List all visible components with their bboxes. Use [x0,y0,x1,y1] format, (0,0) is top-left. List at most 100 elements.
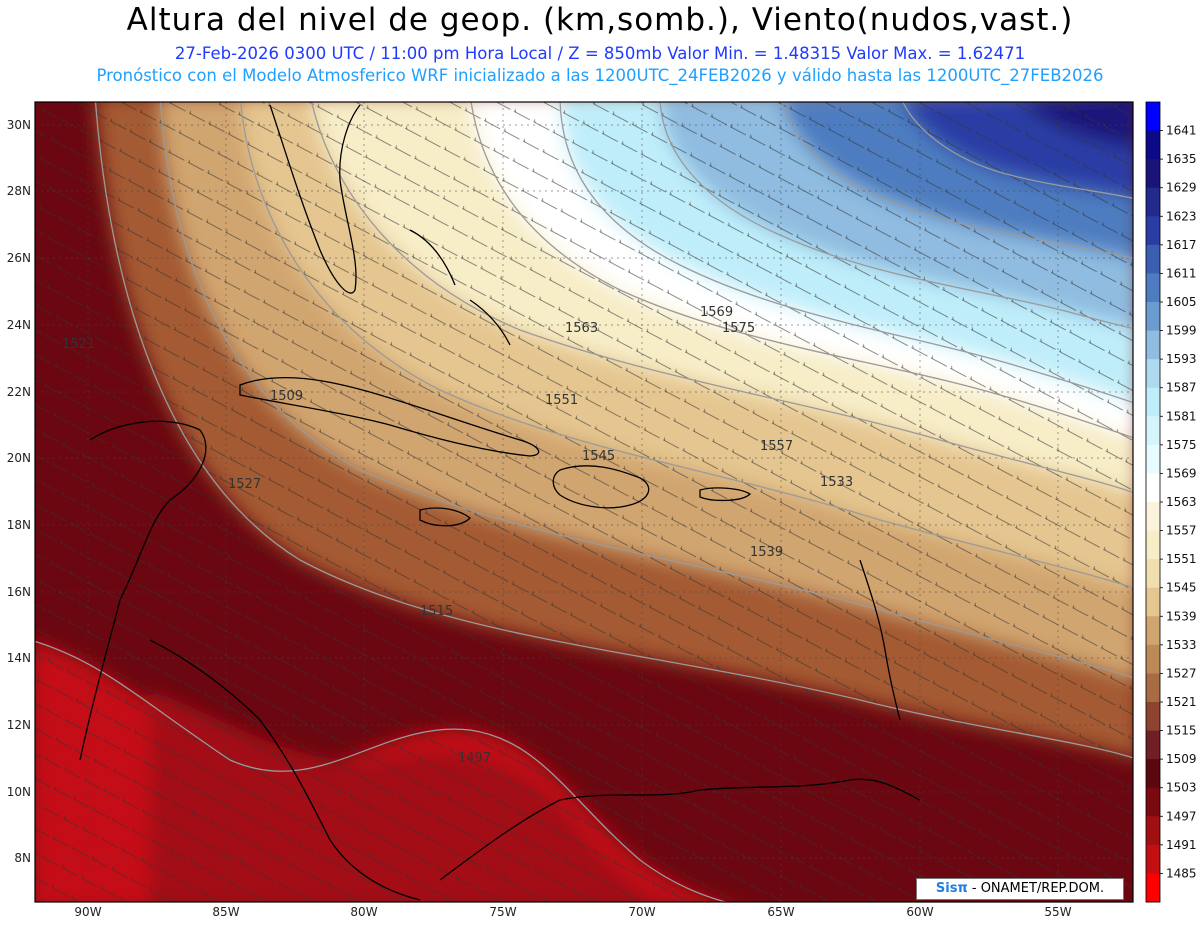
colorbar-label: 1587 [1166,381,1197,395]
colorbar-label: 1581 [1166,409,1197,423]
contour-label-1539: 1539 [750,545,783,560]
colorbar-label: 1509 [1166,752,1197,766]
colorbar-swatch [1146,702,1160,732]
colorbar-swatch [1146,587,1160,617]
contour-label-1575: 1575 [722,321,755,336]
lon-label: 80W [350,905,377,919]
colorbar-swatch [1146,673,1160,703]
colorbar-swatch [1146,530,1160,560]
colorbar-swatch [1146,159,1160,189]
colorbar-label: 1563 [1166,495,1197,509]
contour-label-1527: 1527 [228,477,261,492]
colorbar-label: 1629 [1166,181,1197,195]
lon-label: 60W [906,905,933,919]
coast-central-america [149,639,421,901]
lat-label: 30N [7,118,31,132]
lat-label: 10N [7,785,31,799]
colorbar-label: 1599 [1166,324,1197,338]
lat-label: 12N [7,718,31,732]
colorbar-label: 1503 [1166,781,1197,795]
colorbar-label: 1485 [1166,866,1197,880]
lon-label: 90W [74,905,101,919]
colorbar-label: 1527 [1166,666,1197,680]
colorbar-label: 1497 [1166,809,1197,823]
latitude-labels: 30N 28N 26N 24N 22N 20N 18N 16N 14N 12N … [7,118,31,865]
colorbar-label: 1521 [1166,695,1197,709]
map-subtitle-time: 27-Feb-2026 0300 UTC / 11:00 pm Hora Loc… [174,44,1026,63]
contour-label-1563: 1563 [565,321,598,336]
colorbar-label: 1539 [1166,609,1197,623]
coastlines [79,104,921,901]
colorbar-swatch [1146,302,1160,332]
colorbar-swatch [1146,387,1160,417]
colorbar-label: 1575 [1166,438,1197,452]
colorbar-swatch [1146,273,1160,303]
colorbar-label: 1491 [1166,838,1197,852]
lon-label: 75W [489,905,516,919]
colorbar-swatch [1146,844,1160,874]
colorbar-swatch [1146,787,1160,817]
lon-label: 70W [628,905,655,919]
colorbar-swatch [1146,873,1160,903]
colorbar-swatch [1146,559,1160,589]
colorbar-swatch [1146,616,1160,646]
colorbar-label: 1533 [1166,638,1197,652]
colorbar-swatch [1146,359,1160,389]
colorbar-label: 1593 [1166,352,1197,366]
coast-yucatan [79,420,207,761]
colorbar-swatch [1146,102,1160,132]
contour-label-1557: 1557 [760,439,793,454]
wind-barbs [35,102,1133,902]
map-frame [34,101,1134,903]
contour-label-1521: 1521 [62,337,95,352]
lat-label: 14N [7,651,31,665]
colorbar-label: 1551 [1166,552,1197,566]
map-field [35,102,1133,902]
colorbar-swatch [1146,416,1160,446]
contour-label-1545: 1545 [582,449,615,464]
colorbar-label: 1557 [1166,524,1197,538]
colorbar-swatch [1146,759,1160,789]
coast-cuba [239,376,540,457]
map-title: Altura del nivel de geop. (km,somb.), Vi… [126,2,1074,38]
sispi-logo: Sisπ [935,881,968,896]
contour-label-1497: 1497 [458,751,491,766]
colorbar-label: 1545 [1166,581,1197,595]
colorbar-swatch [1146,330,1160,360]
colorbar-label: 1641 [1166,124,1197,138]
coast-south-america [439,778,921,881]
colorbar-swatch [1146,216,1160,246]
lon-label: 65W [767,905,794,919]
lat-lon-grid [35,102,1133,902]
coast-lesser-antilles [859,559,901,721]
map-subtitle-model: Pronóstico con el Modelo Atmosferico WRF… [96,66,1104,85]
lat-label: 26N [7,251,31,265]
colorbar-label: 1623 [1166,209,1197,223]
lat-label: 24N [7,318,31,332]
colorbar-label: 1635 [1166,152,1197,166]
contour-lines [35,102,1133,902]
contour-label-1569: 1569 [700,305,733,320]
credit-text: - ONAMET/REP.DOM. [971,881,1105,896]
colorbar-label: 1569 [1166,466,1197,480]
contour-label-1509: 1509 [270,389,303,404]
contour-label-1515: 1515 [420,604,453,619]
lat-label: 16N [7,585,31,599]
colorbar-swatch [1146,130,1160,160]
lon-label: 85W [212,905,239,919]
coast-jamaica [419,507,471,527]
colorbar-swatch [1146,444,1160,474]
colorbar-label: 1605 [1166,295,1197,309]
lat-label: 20N [7,451,31,465]
colorbar-swatch [1146,816,1160,846]
lat-label: 8N [14,851,31,865]
colorbar-label: 1611 [1166,266,1197,280]
coast-florida [269,104,361,294]
lon-label: 55W [1044,905,1071,919]
colorbar-swatch [1146,244,1160,274]
coast-puerto-rico [699,487,752,502]
longitude-labels: 90W 85W 80W 75W 70W 65W 60W 55W [74,905,1071,919]
contour-label-1551: 1551 [545,393,578,408]
colorbar-swatch [1146,644,1160,674]
